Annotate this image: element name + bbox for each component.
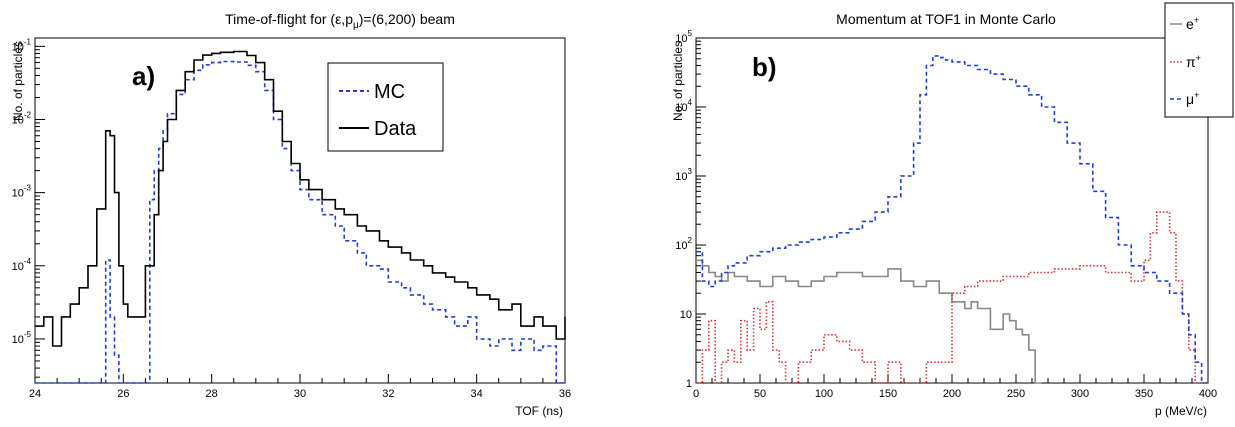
- legend-box: [1164, 2, 1234, 118]
- x-tick-label: 50: [754, 388, 766, 400]
- panel-a-ylabel: No. of particles: [11, 41, 25, 121]
- series-line: [35, 60, 565, 384]
- panel-b-series: [696, 55, 1208, 384]
- x-tick-label: 250: [1007, 388, 1025, 400]
- x-tick-label: 26: [117, 388, 129, 400]
- panel-b-ylabel: No. of particles: [671, 41, 685, 121]
- panel-b-y-axis: 1 10 102 103 104 105: [675, 29, 706, 390]
- y-tick-label: 10-3: [12, 184, 32, 200]
- panel-a-x-axis: 24 26 28 30 32 34 36: [29, 374, 571, 400]
- panel-a-y-axis: 10-5 10-4 10-3 10-2 10-1: [12, 37, 45, 378]
- x-tick-label: 350: [1135, 388, 1153, 400]
- legend-label-pi: π+: [1186, 53, 1201, 70]
- x-tick-label: 150: [879, 388, 897, 400]
- y-tick-label: 10-4: [12, 257, 32, 273]
- panel-a-xlabel: TOF (ns): [515, 404, 563, 418]
- x-tick-label: 200: [943, 388, 961, 400]
- series-line: [696, 55, 1208, 384]
- y-tick-label: 10-1: [12, 37, 32, 53]
- legend-label-mc: MC: [374, 81, 405, 103]
- panel-b-x-axis: 0 50 100 150 200 250 300 350 400: [693, 374, 1217, 400]
- x-tick-label: 400: [1199, 388, 1217, 400]
- x-tick-label: 300: [1071, 388, 1089, 400]
- series-line: [35, 50, 566, 347]
- panel-a-title: Time-of-flight for (ε,pμ)=(6,200) beam: [225, 11, 455, 31]
- panel-b-frame: [695, 37, 1209, 384]
- y-tick-label: 105: [675, 29, 692, 45]
- legend-box: [327, 62, 444, 152]
- x-tick-label: 34: [471, 388, 483, 400]
- y-tick-label: 103: [675, 167, 692, 183]
- panel-a-series: [35, 50, 566, 384]
- series-line: [696, 259, 1042, 384]
- panel-b: Momentum at TOF1 in Monte Carlo 0 50 100 15…: [671, 2, 1234, 418]
- y-tick-label: 10: [680, 309, 692, 321]
- panel-b-label: b): [752, 52, 777, 82]
- series-line: [696, 211, 1208, 384]
- panel-a-legend: MC Data: [327, 62, 444, 152]
- panel-a: Time-of-flight for (ε,pμ)=(6,200) beam 2…: [11, 11, 571, 418]
- y-tick-label: 1: [686, 378, 692, 390]
- panel-b-legend: e+ π+ μ+: [1164, 2, 1234, 118]
- legend-label-e: e+: [1186, 15, 1199, 32]
- panel-b-xlabel: p (MeV/c): [1155, 404, 1207, 418]
- panel-b-title: Momentum at TOF1 in Monte Carlo: [836, 11, 1056, 27]
- x-tick-label: 28: [206, 388, 218, 400]
- x-tick-label: 0: [693, 388, 699, 400]
- x-tick-label: 30: [294, 388, 306, 400]
- y-tick-label: 102: [675, 236, 692, 252]
- legend-label-data: Data: [374, 118, 417, 140]
- legend-label-mu: μ+: [1186, 90, 1199, 107]
- y-tick-label: 104: [675, 98, 692, 114]
- y-tick-label: 10-5: [12, 330, 32, 346]
- x-tick-label: 36: [559, 388, 571, 400]
- y-tick-label: 10-2: [12, 110, 32, 126]
- x-tick-label: 100: [815, 388, 833, 400]
- x-tick-label: 32: [382, 388, 394, 400]
- x-tick-label: 24: [29, 388, 41, 400]
- panel-a-label: a): [132, 61, 155, 91]
